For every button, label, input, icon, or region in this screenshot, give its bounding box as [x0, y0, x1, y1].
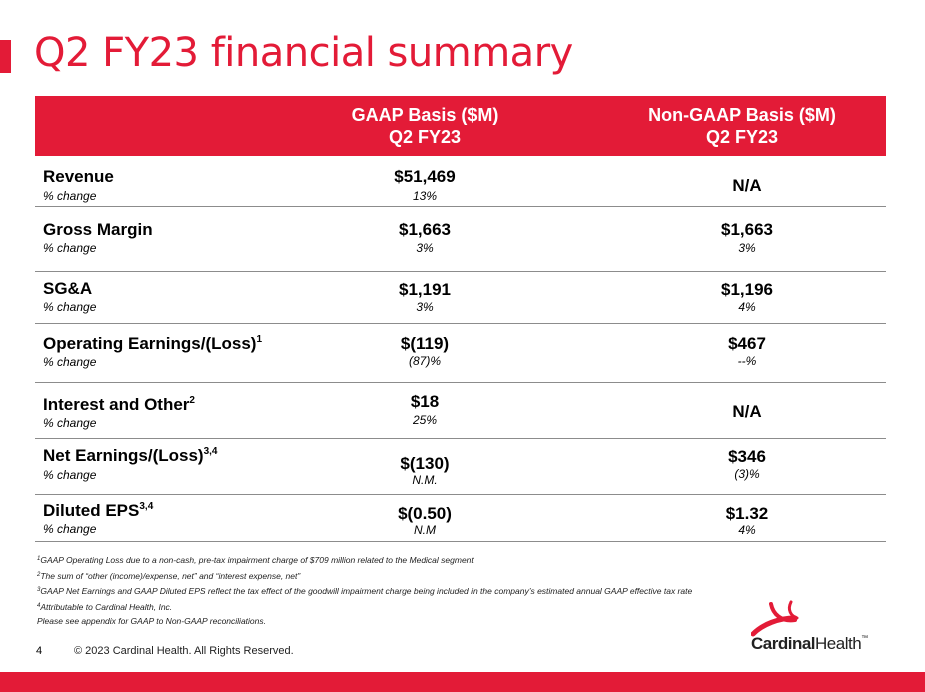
gaap-header-line2: Q2 FY23	[388, 127, 462, 147]
gaap-pct: 13%	[412, 189, 438, 203]
row-label: Interest and Other2	[43, 395, 195, 414]
gaap-value: $1,191	[399, 280, 451, 299]
row-label: Operating Earnings/(Loss)1	[43, 334, 263, 353]
row-label: Gross Margin	[43, 220, 153, 239]
logo-wordmark: CardinalHealth™	[751, 634, 868, 653]
gaap-value: $1,663	[399, 220, 451, 239]
footnote: 4Attributable to Cardinal Health, Inc.	[37, 601, 173, 612]
nongaap-pct: --%	[737, 354, 757, 368]
title-accent-bar	[0, 40, 11, 73]
gaap-value: $18	[410, 392, 440, 411]
nongaap-value: $1,196	[721, 280, 773, 299]
row-sub-label: % change	[43, 468, 97, 482]
cardinal-health-logo: CardinalHealth™	[751, 598, 881, 658]
gaap-value: $(0.50)	[398, 504, 452, 523]
footnote: Please see appendix for GAAP to Non-GAAP…	[37, 616, 266, 626]
gaap-pct: 25%	[412, 413, 438, 427]
table-row: Diluted EPS3,4 % change $(0.50) N.M $1.3…	[35, 495, 886, 542]
nongaap-value: $467	[728, 334, 766, 353]
financial-summary-table: GAAP Basis ($M) Q2 FY23 Non-GAAP Basis (…	[35, 96, 886, 542]
nongaap-value: N/A	[732, 176, 762, 195]
page-title: Q2 FY23 financial summary	[34, 30, 573, 76]
copyright-text: © 2023 Cardinal Health. All Rights Reser…	[74, 645, 294, 657]
bottom-accent-bar	[0, 672, 925, 692]
gaap-pct: 3%	[416, 241, 434, 255]
row-sub-label: % change	[43, 189, 97, 203]
nongaap-value: $346	[728, 447, 766, 466]
gaap-value: $(119)	[400, 334, 450, 353]
logo-mark-icon	[751, 600, 799, 637]
nongaap-column-header: Non-GAAP Basis ($M) Q2 FY23	[616, 104, 868, 148]
gaap-pct: N.M	[414, 523, 436, 537]
footnote: 1GAAP Operating Loss due to a non-cash, …	[37, 555, 474, 565]
gaap-column-header: GAAP Basis ($M) Q2 FY23	[294, 104, 556, 148]
table-row: Operating Earnings/(Loss)1 % change $(11…	[35, 324, 886, 383]
nongaap-value: N/A	[732, 402, 762, 421]
nongaap-pct: 3%	[738, 241, 756, 255]
nongaap-value: $1.32	[725, 504, 769, 523]
nongaap-pct: (3)%	[734, 467, 760, 481]
nongaap-pct: 4%	[738, 523, 756, 537]
footnotes: 1GAAP Operating Loss due to a non-cash, …	[37, 552, 692, 629]
nongaap-header-line1: Non-GAAP Basis ($M)	[648, 105, 836, 125]
row-label: Diluted EPS3,4	[43, 501, 154, 520]
gaap-value: $51,469	[394, 167, 456, 186]
gaap-pct: 3%	[416, 300, 434, 314]
table-row: Interest and Other2 % change $18 25% N/A	[35, 383, 886, 439]
gaap-pct: N.M.	[412, 473, 438, 487]
table-row: Gross Margin % change $1,663 3% $1,663 3…	[35, 207, 886, 272]
table-header: GAAP Basis ($M) Q2 FY23 Non-GAAP Basis (…	[35, 96, 886, 158]
row-sub-label: % change	[43, 522, 97, 536]
row-label: SG&A	[43, 279, 93, 298]
footnote: 3GAAP Net Earnings and GAAP Diluted EPS …	[37, 586, 693, 596]
row-sub-label: % change	[43, 355, 97, 369]
nongaap-pct: 4%	[738, 300, 756, 314]
footnote: 2The sum of “other (income)/expense, net…	[37, 570, 301, 581]
nongaap-header-line2: Q2 FY23	[705, 127, 779, 147]
row-label: Net Earnings/(Loss)3,4	[43, 446, 218, 465]
gaap-header-line1: GAAP Basis ($M)	[351, 105, 499, 125]
row-sub-label: % change	[43, 241, 97, 255]
table-row: Revenue % change $51,469 13% N/A	[35, 158, 886, 207]
row-sub-label: % change	[43, 416, 97, 430]
table-row: Net Earnings/(Loss)3,4 % change $(130) N…	[35, 439, 886, 495]
table-row: SG&A % change $1,191 3% $1,196 4%	[35, 272, 886, 324]
nongaap-value: $1,663	[721, 220, 773, 239]
page-number: 4	[36, 645, 43, 657]
row-label: Revenue	[43, 167, 114, 186]
gaap-value: $(130)	[400, 454, 450, 473]
gaap-pct: (87)%	[408, 354, 441, 368]
row-sub-label: % change	[43, 300, 97, 314]
